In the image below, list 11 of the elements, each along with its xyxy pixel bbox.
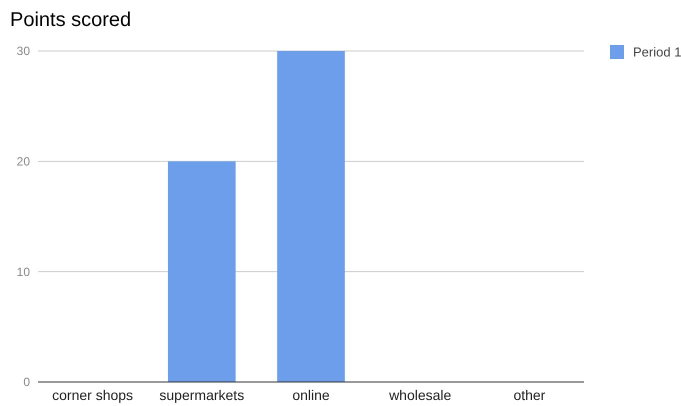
- x-tick-label: online: [292, 387, 330, 403]
- x-tick-label: wholesale: [388, 387, 452, 403]
- chart-title: Points scored: [10, 9, 132, 31]
- y-tick-label: 0: [23, 375, 30, 390]
- y-tick-label: 20: [16, 154, 30, 169]
- x-tick-label: other: [513, 387, 546, 403]
- y-tick-label: 10: [16, 264, 30, 279]
- x-tick-label: supermarkets: [159, 387, 244, 403]
- legend-label: Period 1: [633, 44, 681, 60]
- y-tick-label: 30: [16, 44, 30, 58]
- x-tick-label: corner shops: [52, 387, 134, 403]
